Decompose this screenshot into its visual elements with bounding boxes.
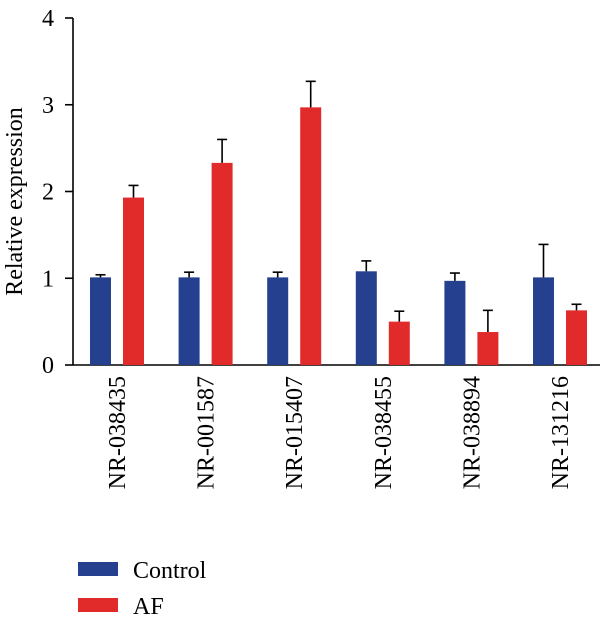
y-tick-label: 2 [42,180,54,206]
y-tick-label: 3 [42,93,54,119]
category-labels: NR-038435 NR-001587 NR-015407 NR-038455 NR-0… [105,376,574,489]
bar-control-nr-015407 [267,277,289,365]
legend: Control AF [78,558,207,620]
legend-label-control: Control [133,558,207,584]
bar-af-nr-038435 [123,197,144,365]
y-ticks: 0 1 2 3 4 [42,6,73,379]
bar-control-nr-001587 [178,277,200,365]
bar-control-nr-131216 [533,277,554,365]
legend-swatch-control [78,562,118,576]
bar-control-nr-038894 [444,280,466,365]
y-tick-label: 0 [42,353,54,379]
category-label: NR-038435 [105,376,131,489]
bar-af-nr-015407 [300,107,322,365]
legend-label-af: AF [133,594,164,620]
y-tick-label: 1 [42,266,54,292]
category-label: NR-131216 [548,376,574,489]
category-label: NR-015407 [282,376,308,489]
axes [72,18,600,366]
category-label: NR-038455 [371,376,397,489]
bars [90,80,587,365]
category-label: NR-001587 [194,376,220,489]
y-tick-label: 4 [42,6,54,32]
bar-control-nr-038435 [90,277,111,365]
bar-af-nr-131216 [566,310,587,365]
category-label: NR-038894 [459,376,485,489]
bar-af-nr-038455 [388,321,410,365]
bar-af-nr-038894 [477,332,499,365]
legend-swatch-af [78,598,118,612]
y-axis-label: Relative expression [2,107,28,296]
bar-af-nr-001587 [211,162,233,365]
bar-control-nr-038455 [355,271,377,365]
